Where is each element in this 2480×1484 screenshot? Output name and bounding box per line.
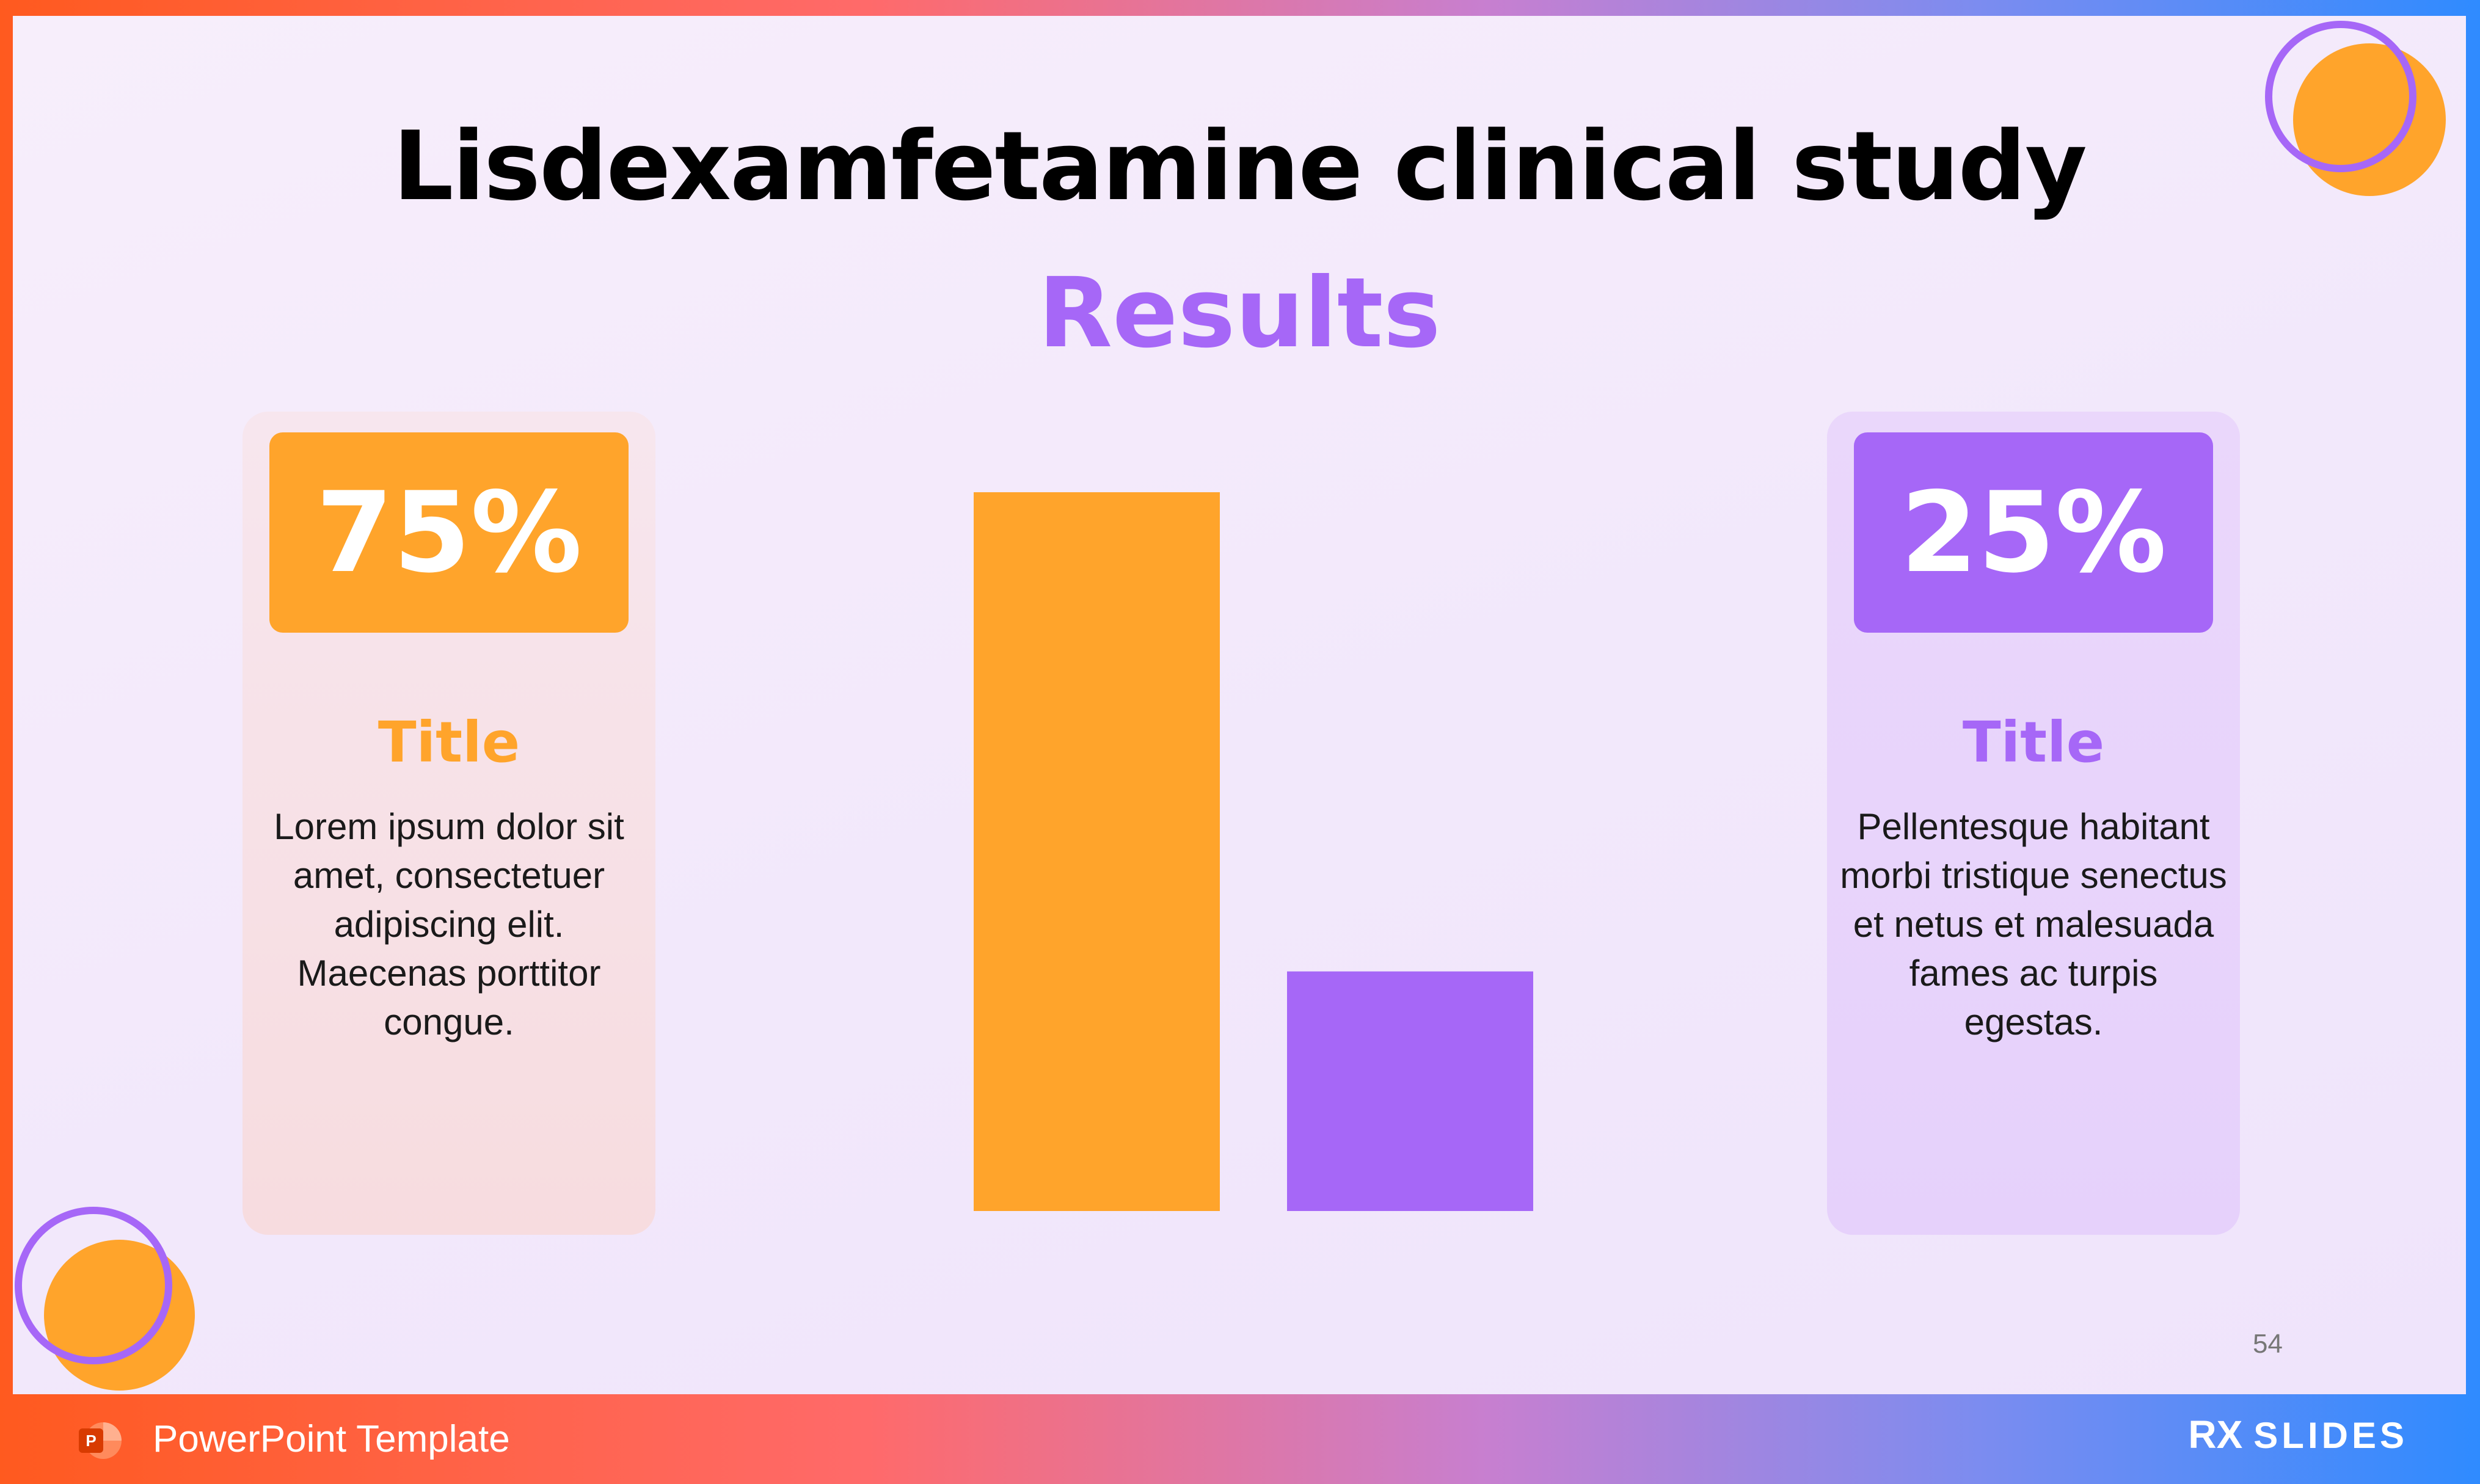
brand-name: SLIDES bbox=[2253, 1415, 2408, 1456]
result-card-right: 25% Title Pellentesque habitant morbi tr… bbox=[1827, 412, 2240, 1235]
card-title-left: Title bbox=[377, 710, 520, 775]
slide-title: Lisdexamfetamine clinical study bbox=[393, 111, 2087, 222]
brand-logo: RX SLIDES bbox=[2188, 1415, 2408, 1454]
card-body-right: Pellentesque habitant morbi tristique se… bbox=[1840, 806, 2227, 1042]
svg-text:P: P bbox=[86, 1431, 96, 1450]
powerpoint-icon: P bbox=[79, 1422, 122, 1459]
footer-template-label: PowerPoint Template bbox=[153, 1418, 510, 1460]
brand-rx: RX bbox=[2188, 1413, 2243, 1457]
percent-badge-right: 25% bbox=[1854, 432, 2213, 633]
card-body-left: Lorem ipsum dolor sit amet, consectetuer… bbox=[274, 806, 624, 1042]
card-title-right: Title bbox=[1962, 710, 2105, 775]
slide: Lisdexamfetamine clinical study Results … bbox=[13, 16, 2466, 1394]
chart-bar-1 bbox=[974, 492, 1220, 1211]
result-card-left: 75% Title Lorem ipsum dolor sit amet, co… bbox=[243, 412, 655, 1235]
results-bar-chart bbox=[974, 492, 1533, 1211]
slide-subtitle: Results bbox=[1038, 257, 1441, 369]
decorative-purple-ring-top bbox=[2265, 21, 2416, 172]
page-number: 54 bbox=[2253, 1329, 2283, 1359]
decorative-purple-ring-bottom bbox=[15, 1207, 172, 1364]
percent-badge-left: 75% bbox=[269, 432, 629, 633]
chart-bar-2 bbox=[1287, 971, 1533, 1211]
footer-bar: P PowerPoint Template RX SLIDES bbox=[0, 1394, 2480, 1484]
